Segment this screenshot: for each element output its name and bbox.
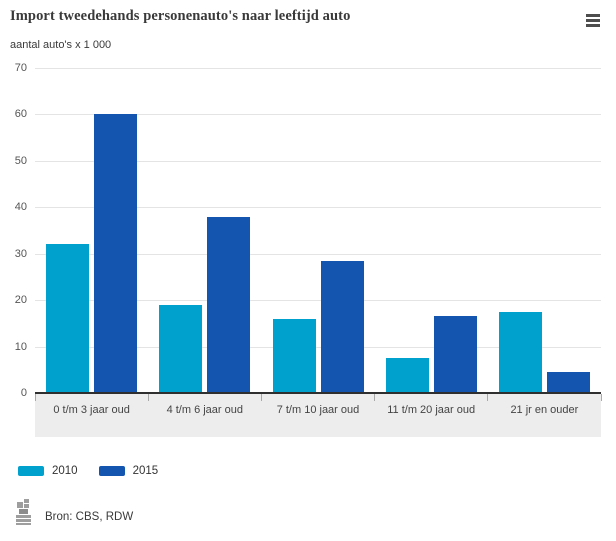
x-axis-category-label: 7 t/m 10 jaar oud [276,404,360,416]
y-axis-tick-label: 60 [14,108,27,121]
y-axis-tick-label: 20 [14,294,27,307]
bar-2010-2[interactable] [272,318,316,393]
source: Bron: CBS, RDW [16,498,133,526]
bar-2010-3[interactable] [385,358,429,393]
bar-2015-1[interactable] [207,216,251,393]
bar-2010-4[interactable] [498,311,542,393]
chart-title: Import tweedehands personenauto's naar l… [10,8,351,24]
x-axis-tick [487,394,489,401]
x-axis-tick [147,394,149,401]
bar-2015-4[interactable] [546,372,590,393]
menu-line [586,19,600,22]
gridline [35,207,601,209]
menu-line [586,14,600,17]
x-axis-category-label: 4 t/m 6 jaar oud [166,404,243,416]
gridline [35,114,601,116]
bar-2010-1[interactable] [159,304,203,393]
bar-2015-2[interactable] [320,260,364,393]
legend-swatch-2015 [98,466,125,476]
x-axis-tick [260,394,262,401]
y-axis-unit-label: aantal auto's x 1 000 [10,39,112,51]
legend-swatch-2010 [18,466,44,476]
x-axis-line [35,392,601,394]
hamburger-menu-icon[interactable] [586,14,601,27]
source-label: Bron: CBS, RDW [45,511,134,523]
legend-item-2015[interactable]: 2015 [98,465,159,477]
legend-item-2010[interactable]: 2010 [18,465,78,477]
legend-label-2010: 2010 [52,465,78,477]
y-axis-tick-label: 70 [14,62,27,74]
menu-line [586,24,600,27]
y-axis-tick-label: 10 [14,340,27,353]
y-axis-tick-label: 30 [14,247,27,260]
y-axis-tick-label: 50 [14,154,27,167]
x-axis-tick [34,394,36,401]
y-axis-tick-label: 0 [20,387,27,399]
gridline [35,300,601,302]
x-axis-category-label: 0 t/m 3 jaar oud [53,404,130,416]
x-axis-category-label: 21 jr en ouder [510,404,579,416]
legend-label-2015: 2015 [132,465,159,477]
bar-2010-0[interactable] [46,244,90,393]
gridline [35,68,601,69]
gridline [35,160,601,162]
y-axis-tick-label: 40 [14,201,27,214]
x-axis-category-label: 11 t/m 20 jaar oud [387,404,476,416]
x-axis-band [35,394,601,437]
cbs-logo-icon [16,499,31,525]
x-axis-tick [374,394,376,401]
gridline [35,253,601,255]
gridline [35,346,601,348]
legend: 2010 2015 [18,465,158,477]
x-axis-tick [600,394,602,401]
bar-2015-0[interactable] [94,114,138,393]
bar-2015-3[interactable] [433,316,477,393]
